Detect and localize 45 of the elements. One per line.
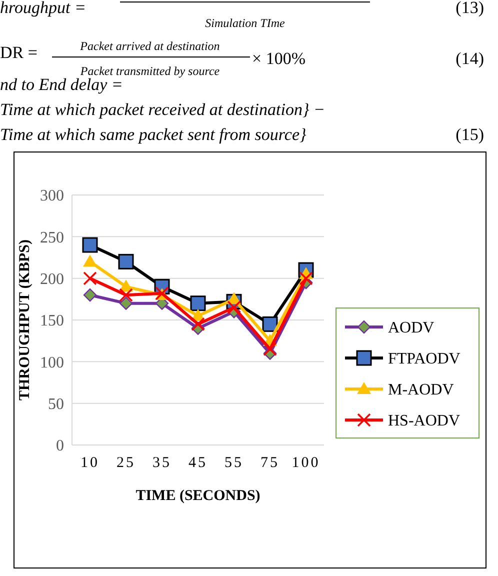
point bbox=[262, 316, 278, 332]
y-tick-label: 50 bbox=[48, 396, 64, 413]
y-tick-label: 250 bbox=[40, 229, 64, 246]
point bbox=[83, 254, 97, 267]
x-axis-title: TIME (SECONDS) bbox=[136, 488, 260, 504]
legend-label: AODV bbox=[388, 320, 435, 337]
x-tick-label: 25 bbox=[116, 455, 136, 471]
point bbox=[82, 237, 98, 253]
x-tick-label: 55 bbox=[224, 455, 244, 471]
y-tick-label: 100 bbox=[40, 354, 64, 372]
point bbox=[119, 288, 133, 302]
text: Time at which same packet sent from source} bbox=[0, 125, 306, 144]
x-tick-label: 45 bbox=[188, 455, 208, 471]
y-axis-title: THROUGHPUT (KBPS) bbox=[17, 240, 33, 400]
x-tick-label: 75 bbox=[260, 455, 280, 471]
point bbox=[118, 254, 134, 270]
y-tick-label: 300 bbox=[40, 188, 64, 205]
point bbox=[299, 271, 313, 286]
point bbox=[119, 296, 133, 310]
text: Packet arrived at destination bbox=[79, 39, 220, 53]
text: (14) bbox=[456, 49, 484, 68]
point bbox=[83, 271, 97, 286]
text: nd to End delay = bbox=[0, 75, 123, 94]
x-tick-label: 10 bbox=[80, 455, 100, 471]
text: DR = bbox=[0, 43, 38, 62]
text: (13) bbox=[456, 0, 484, 17]
point bbox=[83, 288, 97, 302]
legend-label: M-AODV bbox=[388, 382, 454, 399]
point bbox=[227, 300, 241, 314]
text: Packet transmitted by source bbox=[79, 64, 220, 78]
text: Simulation TIme bbox=[205, 16, 286, 30]
y-tick-label: 150 bbox=[40, 312, 64, 330]
text: hroughput = bbox=[0, 0, 86, 17]
point bbox=[191, 317, 205, 332]
text: × 100% bbox=[252, 49, 306, 68]
x-tick-label: 100 bbox=[292, 455, 320, 471]
legend-label: HS-AODV bbox=[388, 412, 460, 430]
x-tick-label: 35 bbox=[152, 455, 172, 471]
point bbox=[190, 296, 206, 312]
text: (15) bbox=[456, 125, 484, 144]
text: Time at which packet received at destination} − bbox=[0, 100, 325, 119]
legend-label: FTPAODV bbox=[388, 350, 461, 368]
point bbox=[263, 342, 277, 356]
y-tick-label: 200 bbox=[40, 270, 64, 288]
y-tick-label: 0 bbox=[56, 438, 64, 455]
